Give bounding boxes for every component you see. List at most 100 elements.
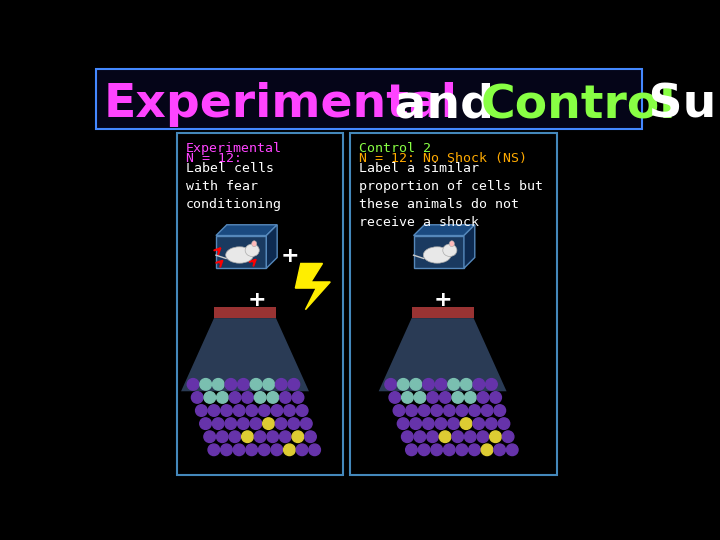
Circle shape (279, 392, 291, 403)
Polygon shape (413, 225, 474, 235)
Circle shape (397, 379, 409, 390)
Text: Control: Control (481, 82, 677, 127)
Circle shape (263, 379, 274, 390)
Circle shape (196, 405, 207, 416)
Text: +: + (281, 246, 300, 266)
Circle shape (296, 444, 308, 456)
Circle shape (494, 405, 505, 416)
Circle shape (246, 405, 258, 416)
Circle shape (444, 444, 455, 456)
Circle shape (503, 431, 514, 442)
Circle shape (220, 444, 233, 456)
Circle shape (309, 444, 320, 456)
Circle shape (297, 405, 308, 416)
Circle shape (469, 444, 480, 456)
Circle shape (393, 405, 405, 416)
Text: N = 12:: N = 12: (186, 152, 242, 165)
Polygon shape (295, 264, 330, 309)
Circle shape (263, 418, 274, 429)
FancyBboxPatch shape (177, 132, 343, 475)
Circle shape (292, 431, 304, 442)
Circle shape (225, 379, 237, 390)
Circle shape (427, 392, 438, 403)
Ellipse shape (226, 247, 253, 263)
Circle shape (217, 392, 228, 403)
Polygon shape (181, 318, 309, 392)
Circle shape (473, 418, 485, 429)
Circle shape (254, 392, 266, 403)
Circle shape (225, 418, 237, 429)
Circle shape (208, 444, 220, 456)
Ellipse shape (245, 244, 259, 256)
Circle shape (397, 418, 409, 429)
Circle shape (221, 405, 233, 416)
Text: Experimental: Experimental (186, 142, 282, 155)
FancyBboxPatch shape (214, 307, 276, 318)
Circle shape (469, 405, 480, 416)
Circle shape (254, 431, 266, 442)
Circle shape (284, 444, 295, 456)
FancyBboxPatch shape (96, 69, 642, 129)
Circle shape (405, 444, 418, 456)
Circle shape (212, 418, 224, 429)
Circle shape (288, 379, 300, 390)
Circle shape (456, 405, 468, 416)
Circle shape (238, 379, 249, 390)
Circle shape (423, 418, 434, 429)
Circle shape (267, 392, 279, 403)
Text: and: and (378, 82, 510, 127)
Circle shape (229, 431, 240, 442)
Polygon shape (379, 318, 507, 392)
Circle shape (439, 392, 451, 403)
Circle shape (490, 392, 501, 403)
Circle shape (490, 431, 501, 442)
Ellipse shape (252, 241, 257, 247)
Circle shape (414, 392, 426, 403)
Circle shape (246, 444, 258, 456)
Text: +: + (247, 289, 266, 309)
Circle shape (485, 379, 498, 390)
Circle shape (187, 379, 199, 390)
Circle shape (435, 418, 447, 429)
Circle shape (276, 379, 287, 390)
Circle shape (229, 392, 240, 403)
Text: Experimental: Experimental (104, 82, 458, 127)
Circle shape (200, 379, 212, 390)
Circle shape (242, 431, 253, 442)
Circle shape (477, 431, 489, 442)
Circle shape (284, 405, 295, 416)
Circle shape (423, 379, 434, 390)
Circle shape (192, 392, 203, 403)
Ellipse shape (443, 244, 457, 256)
FancyBboxPatch shape (350, 132, 557, 475)
Circle shape (402, 431, 413, 442)
Circle shape (494, 444, 505, 456)
Circle shape (461, 379, 472, 390)
Circle shape (305, 431, 316, 442)
Circle shape (242, 392, 253, 403)
Circle shape (431, 405, 443, 416)
Polygon shape (216, 225, 277, 235)
Text: +: + (433, 289, 452, 309)
Circle shape (279, 431, 291, 442)
Circle shape (233, 405, 245, 416)
Circle shape (448, 379, 459, 390)
Circle shape (485, 418, 497, 429)
Text: Label a similar
proportion of cells but
these animals do not
receive a shock: Label a similar proportion of cells but … (359, 162, 543, 229)
Circle shape (271, 405, 283, 416)
Circle shape (410, 379, 422, 390)
Circle shape (267, 431, 279, 442)
Circle shape (292, 392, 304, 403)
Circle shape (498, 418, 510, 429)
Circle shape (275, 418, 287, 429)
Circle shape (452, 392, 464, 403)
Polygon shape (266, 225, 277, 268)
Text: N = 12: No Shock (NS): N = 12: No Shock (NS) (359, 152, 527, 165)
Ellipse shape (449, 241, 454, 247)
Circle shape (258, 444, 270, 456)
Circle shape (448, 418, 459, 429)
Circle shape (410, 418, 422, 429)
Circle shape (251, 379, 262, 390)
Circle shape (464, 431, 476, 442)
Ellipse shape (423, 247, 451, 263)
